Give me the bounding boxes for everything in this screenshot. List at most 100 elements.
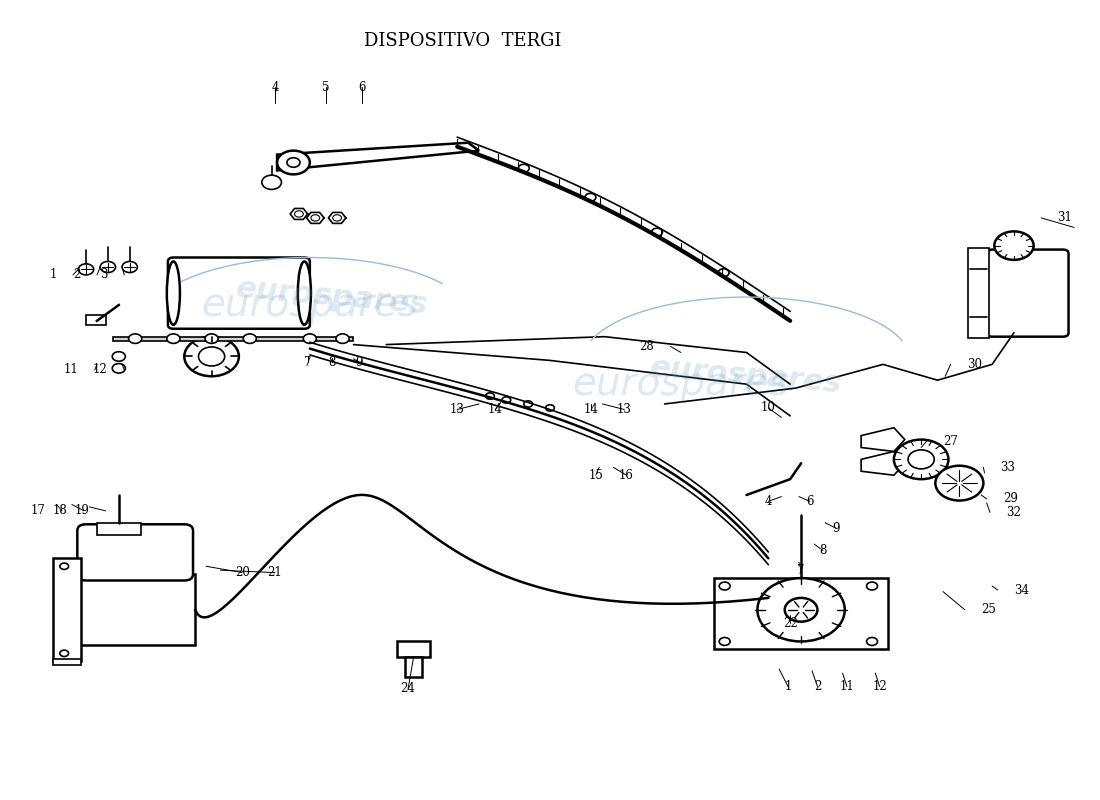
- Circle shape: [304, 334, 317, 343]
- Text: 3: 3: [100, 269, 108, 282]
- Text: 14: 14: [488, 403, 503, 416]
- Text: 27: 27: [943, 434, 958, 448]
- Circle shape: [100, 262, 116, 273]
- Bar: [53, 659, 80, 666]
- Circle shape: [894, 439, 948, 479]
- Text: 4: 4: [271, 81, 278, 94]
- Circle shape: [994, 231, 1034, 260]
- Circle shape: [295, 210, 304, 217]
- Bar: [86, 315, 106, 325]
- Text: 5: 5: [322, 81, 330, 94]
- Circle shape: [867, 638, 878, 646]
- Text: 33: 33: [1000, 461, 1015, 474]
- Circle shape: [719, 638, 730, 646]
- Text: 9: 9: [355, 355, 363, 369]
- Circle shape: [205, 334, 218, 343]
- Circle shape: [546, 405, 554, 411]
- FancyBboxPatch shape: [968, 248, 989, 338]
- Text: eurospares: eurospares: [201, 286, 418, 324]
- Circle shape: [59, 563, 68, 570]
- Circle shape: [585, 194, 596, 202]
- Circle shape: [287, 158, 300, 167]
- Circle shape: [59, 650, 68, 657]
- Bar: [714, 578, 889, 650]
- Text: 6: 6: [359, 81, 366, 94]
- FancyBboxPatch shape: [987, 250, 1068, 337]
- Circle shape: [935, 466, 983, 501]
- Text: 1: 1: [50, 269, 56, 282]
- Text: 31: 31: [1057, 211, 1072, 225]
- Bar: [397, 642, 430, 658]
- Text: 2: 2: [814, 680, 821, 693]
- Text: 11: 11: [839, 680, 855, 693]
- Text: eurospares: eurospares: [572, 365, 790, 403]
- Text: 21: 21: [267, 566, 283, 579]
- Text: 16: 16: [619, 469, 634, 482]
- Text: 10: 10: [761, 402, 776, 414]
- Polygon shape: [277, 142, 478, 170]
- Polygon shape: [290, 209, 308, 219]
- Circle shape: [524, 401, 532, 407]
- FancyBboxPatch shape: [77, 524, 192, 581]
- Ellipse shape: [167, 262, 180, 325]
- Polygon shape: [861, 451, 905, 475]
- Text: 2: 2: [74, 269, 80, 282]
- Text: 18: 18: [53, 504, 67, 518]
- Text: 13: 13: [617, 403, 631, 416]
- Text: 29: 29: [1003, 493, 1018, 506]
- Circle shape: [784, 598, 817, 622]
- Circle shape: [867, 582, 878, 590]
- Text: 19: 19: [75, 504, 89, 518]
- Text: 12: 12: [872, 680, 887, 693]
- Text: 14: 14: [584, 403, 598, 416]
- Circle shape: [651, 228, 662, 236]
- Circle shape: [336, 334, 349, 343]
- Text: 15: 15: [588, 469, 603, 482]
- Text: 24: 24: [400, 682, 416, 695]
- Circle shape: [485, 393, 494, 399]
- Bar: [97, 522, 141, 534]
- Polygon shape: [329, 213, 345, 223]
- Text: 11: 11: [64, 363, 78, 377]
- Text: 12: 12: [94, 363, 108, 377]
- Circle shape: [167, 334, 180, 343]
- Text: eurospares: eurospares: [649, 354, 844, 399]
- Circle shape: [718, 269, 729, 277]
- Circle shape: [277, 150, 310, 174]
- Circle shape: [78, 264, 94, 275]
- Circle shape: [243, 334, 256, 343]
- Text: 30: 30: [967, 358, 982, 371]
- Text: 4: 4: [764, 495, 772, 508]
- Circle shape: [719, 582, 730, 590]
- Circle shape: [502, 397, 510, 403]
- Circle shape: [129, 334, 142, 343]
- Text: 22: 22: [783, 617, 798, 630]
- Text: DISPOSITIVO  TERGI: DISPOSITIVO TERGI: [364, 32, 561, 50]
- Text: 13: 13: [450, 403, 464, 416]
- Circle shape: [518, 164, 529, 172]
- Circle shape: [185, 337, 239, 376]
- Text: 20: 20: [234, 566, 250, 579]
- Circle shape: [909, 450, 934, 469]
- Polygon shape: [861, 428, 905, 451]
- Circle shape: [758, 578, 845, 642]
- FancyBboxPatch shape: [168, 258, 310, 329]
- Bar: [53, 558, 80, 662]
- Text: 28: 28: [639, 340, 653, 353]
- Circle shape: [112, 352, 125, 362]
- Circle shape: [122, 262, 138, 273]
- Text: 25: 25: [981, 603, 997, 616]
- Circle shape: [198, 347, 224, 366]
- Text: 7: 7: [798, 564, 805, 577]
- Circle shape: [311, 214, 320, 221]
- Ellipse shape: [298, 262, 311, 325]
- Bar: [405, 658, 422, 677]
- Bar: [75, 574, 195, 646]
- Text: 8: 8: [328, 355, 336, 369]
- Bar: [113, 337, 353, 341]
- Text: 7: 7: [304, 355, 311, 369]
- Circle shape: [262, 175, 282, 190]
- Text: 32: 32: [1006, 506, 1021, 519]
- Text: 34: 34: [1014, 583, 1028, 597]
- Text: 1: 1: [784, 680, 792, 693]
